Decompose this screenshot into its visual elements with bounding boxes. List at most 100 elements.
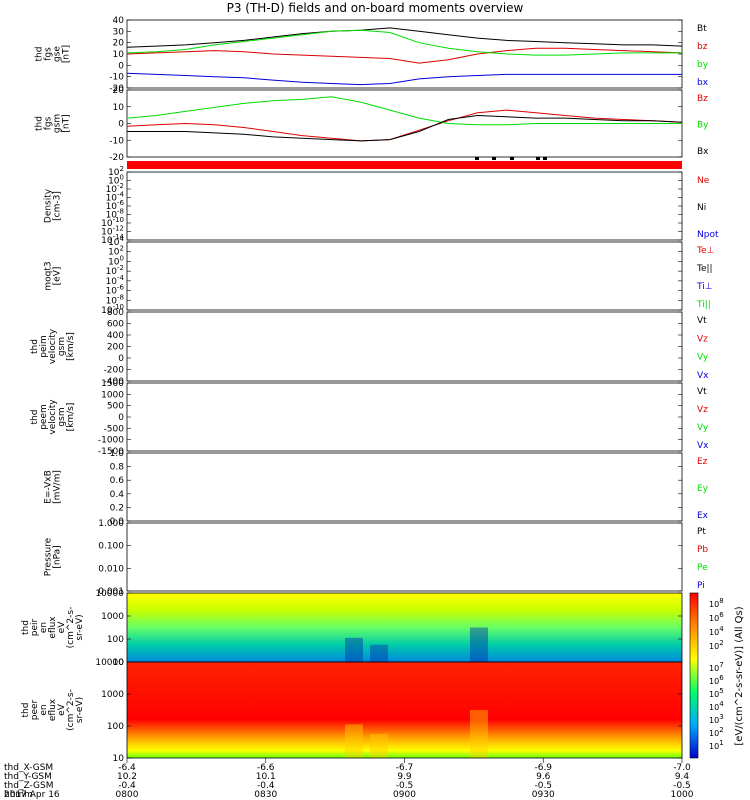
y-axis-label-line: gsm: [57, 407, 67, 426]
colorbar-tick-label: 101: [709, 739, 724, 751]
x-tick-label: -6.7: [396, 763, 414, 773]
y-axis-label: thd peem velocity gsm [km/s]: [30, 399, 76, 435]
series-by: [126, 96, 682, 126]
y-axis-label-line: peim: [39, 335, 49, 358]
panel-density: 10210010-210-410-610-810-1010-1210-14Den…: [44, 165, 719, 246]
y-tick-label: 400: [107, 331, 124, 341]
y-axis-label-line: [cm-3]: [53, 191, 63, 221]
x-tick-label: -0.5: [534, 781, 552, 791]
y-axis-label-line: [nPa]: [53, 545, 63, 568]
y-axis-label-line: gsm: [53, 114, 63, 133]
x-tick-label: 0800: [116, 790, 139, 800]
y-tick-label: 1000: [101, 390, 124, 400]
colorbar-tick-label: 102: [709, 639, 724, 651]
y-tick-label: 1.000: [98, 519, 124, 529]
spectrogram-band: [470, 710, 488, 758]
legend-vx: Vx: [697, 371, 709, 381]
x-tick-label: 10.1: [256, 772, 276, 782]
y-tick-label: 10: [113, 754, 125, 764]
y-axis-label-line: eV: [57, 621, 67, 634]
y-tick-label: -500: [104, 424, 125, 434]
colorbar-tick-label: 108: [709, 597, 724, 609]
legend-bx: Bx: [697, 147, 709, 157]
y-tick-label: 0.8: [110, 463, 125, 473]
panel-peer_spectrogram: 10000 1000 100 10 thd peer en eflux eV (cm^2-s-sr…: [21, 658, 683, 764]
y-axis-label-line: thd: [30, 339, 40, 354]
figure-title: P3 (TH-D) fields and on-board moments ov…: [227, 1, 524, 15]
legend-pe: Pe: [697, 563, 708, 573]
legend-pb: Pb: [697, 545, 708, 555]
y-axis-label-line: en: [39, 704, 49, 715]
y-tick-label: 800: [107, 308, 124, 318]
quality-flag-mark: [510, 157, 514, 160]
y-tick-label: -400: [104, 377, 125, 387]
y-axis-label-line: eflux: [48, 616, 58, 639]
y-tick-label: 10: [113, 658, 125, 668]
x-tick-label: -0.4: [118, 781, 136, 791]
colorbar-tick-label: 102: [709, 726, 724, 738]
legend-te: Te⊥: [696, 246, 715, 256]
spectrogram-fill: [127, 662, 682, 758]
y-tick-label: -20: [109, 84, 124, 94]
y-tick-label: 0.4: [110, 490, 125, 500]
legend-bx: bx: [697, 78, 709, 88]
legend-te: Te||: [696, 264, 713, 274]
y-axis-label: moqt3 [eV]: [44, 261, 63, 290]
x-axis-row-label: thd_Y-GSM: [4, 772, 52, 782]
legend-pi: Pi: [697, 581, 705, 591]
legend-npot: Npot: [697, 230, 719, 240]
legend-vz: Vz: [697, 405, 708, 415]
y-axis-label-line: peir: [30, 618, 40, 636]
legend-by: By: [697, 121, 709, 131]
panel-frame: [126, 171, 683, 241]
legend-vz: Vz: [697, 334, 708, 344]
y-tick-label: 1000: [101, 612, 124, 622]
y-tick-label: 20: [113, 39, 125, 49]
colorbar-gradient: [689, 592, 699, 759]
y-axis-label-line: velocity: [48, 328, 58, 364]
legend-ex: Ex: [697, 511, 709, 521]
quality-flag-mark: [543, 157, 547, 160]
spectrogram-band: [370, 734, 388, 758]
y-axis-label-line: Density: [44, 188, 54, 223]
y-axis-label-line: moqt3: [44, 261, 54, 290]
series-by: [126, 29, 682, 56]
series-bz: [126, 109, 683, 142]
y-tick-label: 30: [113, 27, 125, 37]
y-axis-label-line: (cm^2-s-: [66, 689, 76, 731]
y-axis-label-line: thd: [35, 47, 45, 62]
legend-ne: Ne: [697, 176, 710, 186]
colorbar-tick-label: 107: [709, 661, 724, 673]
x-axis-row-label: hhmm: [4, 790, 33, 800]
quality-flag-mark: [492, 157, 496, 160]
colorbar-tick-label: 106: [709, 611, 724, 623]
y-axis-label-line: sr-eV): [75, 614, 85, 640]
y-axis-label-line: [nT]: [62, 114, 72, 132]
legend-ez: Ez: [697, 457, 708, 467]
y-axis-label-line: thd: [21, 620, 31, 635]
spectrogram-band: [345, 724, 363, 758]
y-tick-label: 20: [113, 86, 125, 96]
y-axis-label: E=-VxB [mV/m]: [44, 470, 63, 504]
colorbar-tick-label: 104: [709, 700, 724, 712]
legend-vt: Vt: [697, 387, 707, 397]
y-tick-label: -200: [104, 366, 125, 376]
legend-ni: Ni: [697, 203, 706, 213]
y-tick-label: 40: [113, 16, 125, 26]
panel-frame: [126, 311, 683, 382]
y-axis-label: thd peir en eflux eV (cm^2-s-sr-eV): [21, 607, 85, 649]
legend-vy: Vy: [697, 353, 709, 363]
y-tick-label: -10: [109, 73, 124, 83]
y-axis-label-line: [eV]: [53, 267, 63, 286]
y-axis-label: Pressure [nPa]: [44, 537, 63, 576]
y-axis-label-line: gse: [53, 46, 63, 62]
y-tick-label: -20: [109, 153, 124, 163]
y-axis-label-line: velocity: [48, 399, 58, 435]
legend-ey: Ey: [697, 484, 709, 494]
spectrogram-fill: [127, 593, 682, 662]
y-tick-label: 0.0: [110, 517, 125, 527]
y-axis-label: Density [cm-3]: [44, 188, 63, 223]
